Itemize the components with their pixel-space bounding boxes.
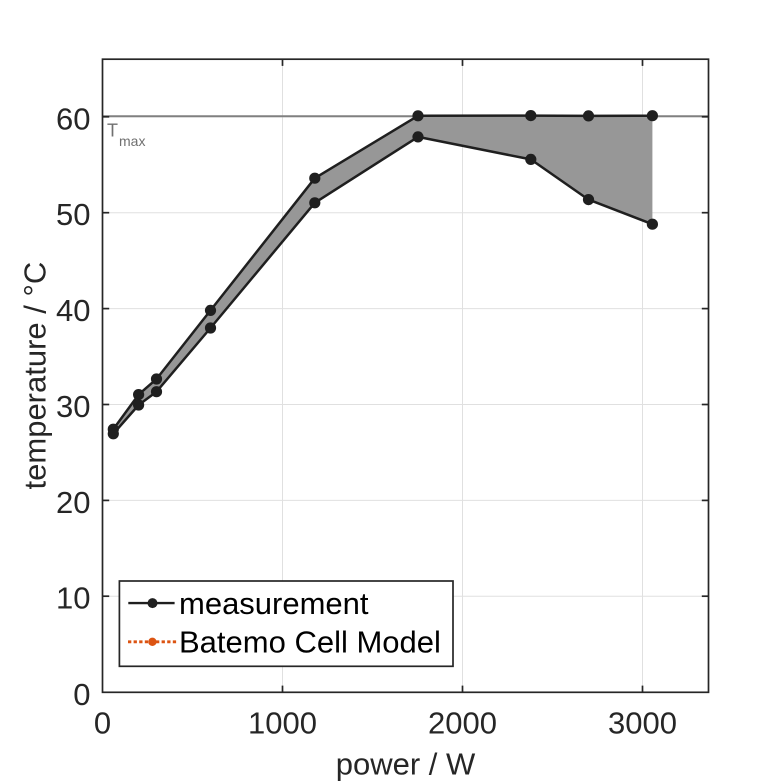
svg-text:Batemo Cell Model: Batemo Cell Model xyxy=(179,625,441,660)
svg-text:temperature / °C: temperature / °C xyxy=(18,262,53,490)
svg-text:30: 30 xyxy=(56,389,90,424)
svg-text:T: T xyxy=(107,121,118,141)
svg-text:60: 60 xyxy=(56,101,90,136)
svg-text:0: 0 xyxy=(73,677,90,712)
svg-text:3000: 3000 xyxy=(608,705,677,740)
svg-text:10: 10 xyxy=(56,581,90,616)
svg-text:20: 20 xyxy=(56,485,90,520)
svg-text:1000: 1000 xyxy=(248,705,317,740)
svg-text:max: max xyxy=(119,133,145,149)
svg-text:2000: 2000 xyxy=(428,705,497,740)
svg-text:0: 0 xyxy=(94,705,111,740)
svg-text:power / W: power / W xyxy=(336,746,476,781)
svg-text:40: 40 xyxy=(56,293,90,328)
svg-text:50: 50 xyxy=(56,197,90,232)
svg-text:measurement: measurement xyxy=(179,586,369,621)
